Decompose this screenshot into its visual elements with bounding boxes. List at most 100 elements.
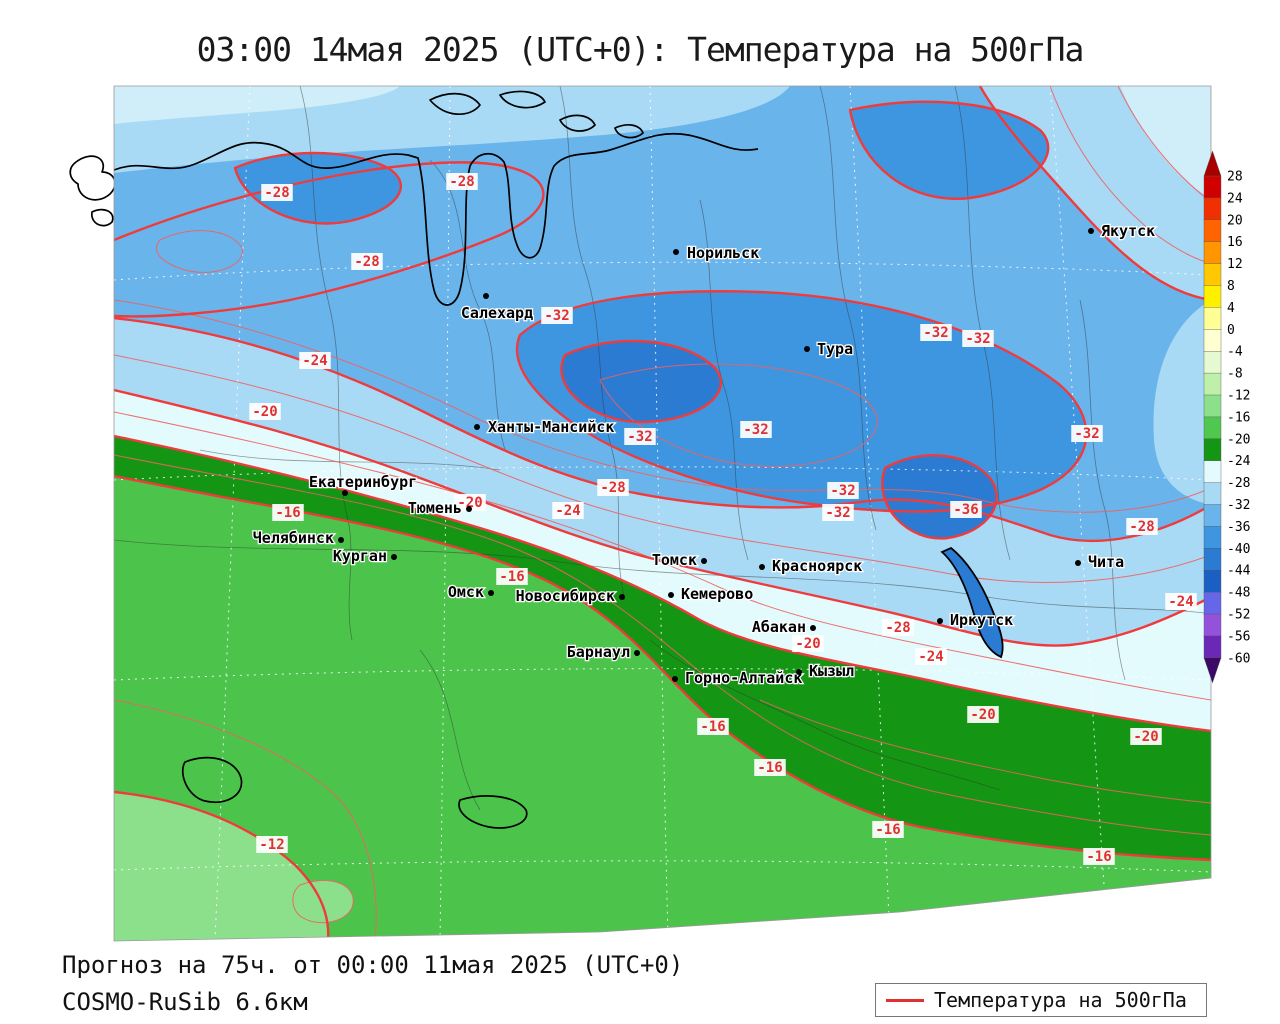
contour-label-bg	[624, 428, 656, 445]
contour-label-bg	[792, 635, 824, 652]
contour-label: -32	[743, 422, 768, 438]
city-marker	[1075, 560, 1081, 566]
contour-label-bg	[872, 821, 904, 838]
contour-label-bg	[882, 619, 914, 636]
isotherms-minor	[114, 86, 1211, 941]
map-frame	[113, 85, 1212, 942]
contour-label: -16	[700, 719, 725, 735]
contour-label: -24	[1168, 594, 1193, 610]
contour-label-bg	[1126, 518, 1158, 535]
contour-label: -16	[275, 505, 300, 521]
colorbar-segment	[1203, 394, 1222, 418]
contour-label-bg	[351, 253, 383, 270]
admin-boundaries	[114, 86, 1211, 811]
contour-label-bg	[1165, 593, 1197, 610]
contour-label-bg	[454, 494, 486, 511]
colorbar-tick-label: 8	[1227, 279, 1235, 294]
city-marker	[668, 592, 674, 598]
city-label: Норильск	[687, 244, 759, 262]
band-darker-core-central	[561, 340, 721, 423]
colorbar-segment	[1203, 197, 1222, 221]
contour-label: -28	[1129, 519, 1154, 535]
band-light-green-corner	[114, 792, 329, 941]
colorbar-tick-label: 12	[1227, 257, 1243, 272]
city-marker	[810, 625, 816, 631]
contour-label-bg	[962, 330, 994, 347]
colorbar-tick-label: -48	[1227, 586, 1250, 601]
city-marker	[488, 590, 494, 596]
city-marker	[1088, 228, 1094, 234]
contour-line-minus28-ne	[978, 86, 1211, 302]
colorbar-tick-label: -8	[1227, 367, 1243, 382]
band-ne-corner-pale	[1120, 86, 1211, 198]
city-label: Курган	[333, 547, 387, 565]
colorbar-tick-label: -36	[1227, 520, 1250, 535]
lake-baikal	[940, 546, 1004, 659]
colorbar-segment	[1203, 372, 1222, 396]
colorbar-tick-label: -28	[1227, 476, 1250, 491]
colorbar-tick-label: 4	[1227, 301, 1235, 316]
colorbar-tick-label: -16	[1227, 410, 1250, 425]
contour-line-minus20	[114, 434, 1211, 733]
colorbar-tick-label: 0	[1227, 323, 1235, 338]
contour-label-bg	[261, 184, 293, 201]
page-title: 03:00 14мая 2025 (UTC+0): Температура на…	[196, 30, 1085, 69]
contour-line-minus32-top	[848, 100, 1050, 200]
temperature-colorbar: 28 24 20 16 12 8 4 0 -4 -8 -12 -16 -20 -24 -28 -32 -36 -4…	[1203, 150, 1251, 684]
contour-label: -16	[499, 569, 524, 585]
contour-label: -32	[923, 325, 948, 341]
temperature-fill-bands	[114, 86, 1211, 941]
band-deep-blue-top	[850, 101, 1049, 199]
colorbar-segment	[1203, 329, 1222, 352]
map-layers	[114, 86, 1211, 941]
contour-label-bg	[740, 421, 772, 438]
contour-line-minus36-central	[560, 339, 722, 424]
contour-label: -28	[354, 254, 379, 270]
contour-label-bg	[827, 482, 859, 499]
city-marker	[619, 594, 625, 600]
city-label: Екатеринбург	[309, 473, 417, 491]
colorbar-tick-label: -24	[1227, 454, 1251, 469]
band-topleft-pale	[114, 86, 400, 124]
map-legend: Температура на 500гПа	[875, 983, 1207, 1017]
contour-line-minus12	[114, 790, 330, 941]
city-label: Горно-Алтайск	[685, 669, 802, 687]
contour-label: -32	[825, 505, 850, 521]
colorbar-segment	[1203, 591, 1222, 615]
city-marker	[391, 554, 397, 560]
city-marker	[342, 490, 348, 496]
legend-label: Температура на 500гПа	[934, 988, 1187, 1012]
city-label: Тура	[817, 340, 853, 358]
contour-label-bg	[754, 759, 786, 776]
band-east-edge-light	[1153, 300, 1211, 505]
forecast-info: Прогноз на 75ч. от 00:00 11мая 2025 (UTC…	[62, 951, 684, 979]
colorbar-tick-label: -52	[1227, 608, 1250, 623]
colorbar-tick-label: -32	[1227, 498, 1250, 513]
city-label: Кемерово	[681, 585, 753, 603]
colorbar-tick-label: -20	[1227, 432, 1250, 447]
contour-label: -16	[1086, 849, 1111, 865]
colorbar-segment	[1203, 416, 1222, 440]
contour-label: -24	[555, 503, 580, 519]
margin-coastline	[69, 155, 116, 227]
city-label: Ханты-Мансийск	[488, 418, 614, 436]
colorbar-segment	[1203, 241, 1222, 265]
city-marker	[796, 669, 802, 675]
city-markers: Норильск Якутск Салехард Тура Ханты-Мансийск…	[251, 221, 1156, 689]
colorbar-segment	[1203, 351, 1222, 374]
city-label: Якутск	[1101, 222, 1155, 240]
colorbar-segment	[1203, 219, 1222, 243]
contour-label-bg	[1083, 848, 1115, 865]
colorbar-segment	[1203, 307, 1222, 331]
city-marker	[483, 293, 489, 299]
contour-line-minus16	[114, 474, 1211, 862]
colorbar-segment	[1203, 548, 1222, 571]
colorbar-segment	[1203, 285, 1222, 309]
contour-label-bg	[1071, 425, 1103, 442]
contour-label-bg	[552, 502, 584, 519]
city-label: Томск	[652, 551, 697, 569]
city-marker	[672, 676, 678, 682]
city-marker	[673, 249, 679, 255]
city-marker	[634, 650, 640, 656]
